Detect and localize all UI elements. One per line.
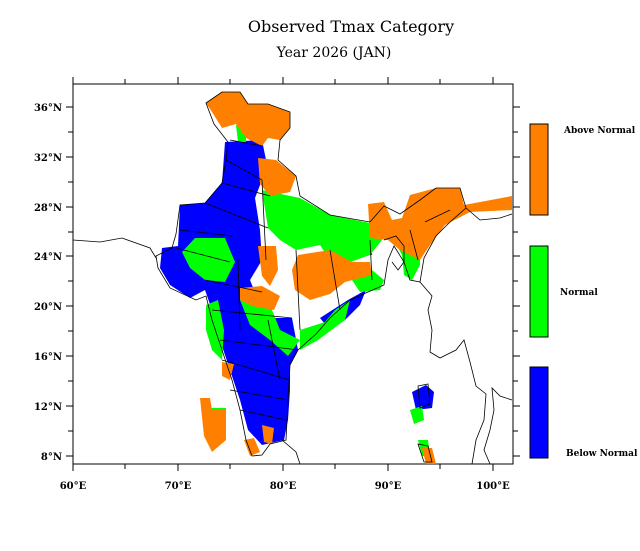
andaman-islands — [417, 383, 431, 409]
y-tick-label: 20°N — [34, 302, 62, 313]
category-fills — [160, 92, 512, 464]
legend: Above Normal Normal Below Normal — [529, 123, 638, 459]
bangladesh-border — [383, 235, 405, 271]
y-tick-label: 8°N — [41, 452, 62, 463]
pakistan-border — [72, 237, 157, 259]
x-tick-label: 100°E — [476, 481, 510, 492]
x-tick-label: 80°E — [270, 481, 297, 492]
x-tick-label: 60°E — [60, 481, 87, 492]
state-lines — [175, 139, 451, 421]
y-tick-label: 12°N — [34, 402, 62, 413]
y-tick-label: 16°N — [34, 352, 62, 363]
india-boundary — [155, 91, 467, 457]
myanmar-east — [465, 207, 513, 221]
boundaries — [72, 91, 513, 465]
y-tick-label: 28°N — [34, 203, 62, 214]
legend-swatch-above-normal — [529, 123, 549, 216]
y-tick-label: 32°N — [34, 153, 62, 164]
x-tick-label: 70°E — [165, 481, 192, 492]
legend-label-normal: Normal — [560, 288, 598, 298]
above-normal-region — [200, 92, 512, 464]
sri-lanka — [281, 439, 301, 465]
myanmar-coast — [419, 281, 487, 465]
map-title: Observed Tmax Category — [248, 17, 454, 36]
x-axis — [72, 77, 494, 471]
legend-label-above-normal: Above Normal — [563, 126, 636, 136]
map-subtitle: Year 2026 (JAN) — [276, 45, 392, 61]
legend-label-below-normal: Below Normal — [566, 449, 638, 459]
nicobar-islands — [417, 443, 433, 463]
plot-frame — [72, 83, 514, 465]
thailand-coast — [483, 386, 513, 465]
legend-swatch-normal — [529, 245, 549, 338]
y-tick-label: 24°N — [34, 252, 62, 263]
y-axis — [66, 106, 520, 457]
legend-swatch-below-normal — [529, 366, 549, 459]
y-tick-label: 36°N — [34, 103, 62, 114]
x-tick-label: 90°E — [375, 481, 402, 492]
